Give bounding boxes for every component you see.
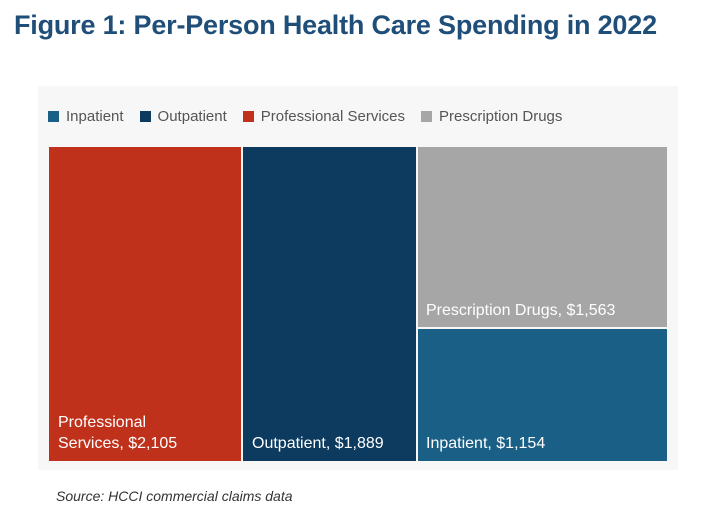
tile-label-inpatient: Inpatient, $1,154 xyxy=(426,435,546,452)
chart-legend: Inpatient Outpatient Professional Servic… xyxy=(48,104,668,128)
legend-item-professional-services: Professional Services xyxy=(242,107,405,125)
source-note: Source: HCCI commercial claims data xyxy=(56,488,293,504)
tile-label-outpatient: Outpatient, $1,889 xyxy=(252,435,384,452)
legend-swatch-prescription-drugs xyxy=(421,110,432,122)
tile-label-prescription-drugs: Prescription Drugs, $1,563 xyxy=(426,302,616,319)
tile-label-professional-services: Professional Services, $2,105 xyxy=(58,414,178,452)
legend-swatch-professional-services xyxy=(242,110,254,122)
tile-professional-services xyxy=(49,147,242,461)
tile-outpatient xyxy=(243,147,416,461)
legend-item-inpatient: Inpatient xyxy=(48,108,124,125)
legend-swatch-outpatient xyxy=(139,110,151,122)
figure-title: Figure 1: Per-Person Health Care Spendin… xyxy=(14,10,657,40)
legend-label-prescription-drugs: Prescription Drugs xyxy=(439,107,563,125)
legend-label-outpatient: Outpatient xyxy=(157,107,227,125)
legend-item-prescription-drugs: Prescription Drugs xyxy=(421,108,562,125)
tile-prescription-drugs xyxy=(417,147,667,327)
legend-item-outpatient: Outpatient xyxy=(139,107,227,125)
tile-inpatient xyxy=(417,328,667,461)
legend-swatch-inpatient xyxy=(48,110,59,122)
legend-label-inpatient: Inpatient xyxy=(66,107,124,125)
legend-label-professional-services: Professional Services xyxy=(260,107,405,125)
